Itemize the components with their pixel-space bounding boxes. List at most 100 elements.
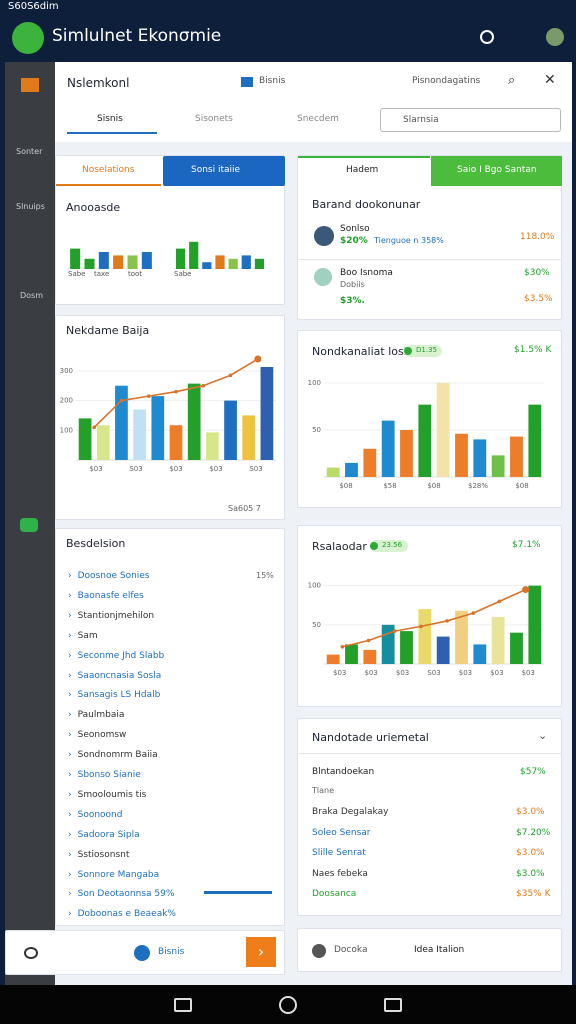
tab[interactable]: Sisnis (97, 114, 123, 124)
bar (260, 366, 274, 460)
badge-text: D1.35 (416, 346, 437, 354)
card-tab[interactable]: Hadem (346, 165, 379, 175)
button-label: Saio I Bgo Santan (457, 165, 537, 175)
item-sub: $20% (340, 236, 368, 246)
list-item: Sadoora Sipla (68, 830, 140, 840)
trend-point (92, 425, 96, 430)
divider (298, 753, 562, 754)
trend-point (174, 389, 178, 394)
next-button[interactable]: › (246, 937, 276, 967)
bar (363, 649, 377, 664)
bottom-link[interactable]: Docoka (334, 945, 368, 955)
search-icon[interactable]: ⌕ (508, 73, 516, 88)
badge-dot (370, 542, 378, 550)
card-title: Nekdame Baija (66, 324, 150, 337)
bar (228, 258, 238, 269)
x-tick-label: $03 (490, 669, 503, 677)
close-icon[interactable]: ✕ (544, 72, 556, 88)
x-tick-label: S03 (249, 465, 262, 473)
tab-line (298, 156, 430, 158)
x-tick-label: S03 (129, 465, 142, 473)
mini-chart (68, 248, 154, 269)
app-logo (12, 22, 44, 54)
bar (215, 255, 225, 269)
chat-icon[interactable] (24, 947, 38, 959)
chart-label: Sabe (68, 270, 86, 278)
tab[interactable]: Snecdem (297, 114, 339, 124)
bottom-button[interactable]: Bisnis (158, 947, 185, 957)
header-link[interactable]: Pisnondagatins (412, 76, 481, 86)
header-title: Nslemkonl (67, 76, 130, 90)
sidebar-item[interactable]: Sonter (16, 147, 43, 156)
refresh-icon[interactable] (480, 30, 494, 44)
bar (70, 248, 81, 269)
sidebar-item[interactable]: Dosm (20, 291, 44, 300)
card-tab[interactable]: Noselations (82, 165, 135, 175)
card: Besdelsion 15% Doosnoe Sonies Baonasfe el… (55, 528, 285, 926)
list-value: $35% K (516, 889, 551, 899)
bar (115, 385, 128, 460)
list-item: Sonnore Mangaba (68, 870, 159, 880)
bar (84, 258, 95, 269)
trend-point (340, 644, 345, 649)
trend-point (366, 638, 371, 643)
sidebar-item[interactable]: Slnuips (16, 202, 45, 211)
bar (418, 609, 432, 664)
header-tab[interactable]: Bisnis (259, 76, 286, 86)
tab-underline (67, 132, 157, 134)
nav-home[interactable] (279, 996, 297, 1014)
x-tick-label: $08 (427, 482, 440, 490)
card-title: Nandotade uriemetal (312, 731, 429, 744)
badge: D1.35 (404, 345, 442, 357)
bar (326, 654, 340, 664)
tab-icon (241, 77, 253, 87)
bar (127, 255, 138, 269)
nav-back[interactable] (384, 998, 402, 1012)
bar (455, 433, 468, 477)
bar (202, 262, 212, 269)
chart-label: Sabe (174, 270, 192, 278)
trend-point (471, 611, 476, 615)
bar (206, 432, 219, 460)
bar (455, 610, 468, 664)
trend-point (522, 586, 530, 594)
x-tick-label: $28% (468, 482, 488, 490)
bar (418, 404, 432, 477)
bar (400, 631, 413, 664)
card-title: Besdelsion (66, 537, 126, 550)
bottom-link[interactable]: Idea Italion (414, 945, 465, 955)
trend-point (201, 383, 206, 388)
card-button[interactable]: Saio I Bgo Santan (431, 156, 562, 186)
list-value: $3.0% (516, 807, 545, 817)
card: Noselations Sonsi itaiie Anooasde Sabe t… (55, 155, 285, 305)
list-item: Soleo Sensar (312, 827, 371, 838)
avatar[interactable] (546, 28, 564, 46)
card-value: $1.5% K (514, 345, 552, 355)
card-footer: Sa605 7 (228, 504, 261, 513)
item-name: Sonlso (340, 224, 370, 234)
mini-chart (174, 241, 266, 269)
badge-dot (404, 347, 412, 355)
y-tick-label: 50 (312, 426, 321, 434)
menu-icon[interactable] (21, 78, 39, 92)
tab[interactable]: Sisonets (195, 114, 233, 124)
nav-bar (0, 985, 576, 1024)
status-badge (20, 518, 38, 532)
chart-label: toot (128, 270, 143, 278)
chevron[interactable]: ⌄ (538, 729, 548, 742)
card: Nandotade uriemetal ⌄ Blntandoekan $57% … (297, 718, 562, 916)
bar (491, 617, 505, 664)
item-extra: Tienguoe n 358% (374, 236, 444, 245)
bar (510, 632, 523, 664)
search-field[interactable]: Slarnsia (380, 108, 561, 132)
bar (400, 430, 413, 477)
x-tick-label: $03 (169, 465, 182, 473)
bar (175, 248, 186, 269)
list-value: $7.20% (516, 827, 551, 838)
nav-recent[interactable] (174, 998, 192, 1012)
card-button[interactable]: Sonsi itaiie (163, 156, 285, 186)
card: Rsalaodar 23.56 $7.1% 50 100 $03 $03 $03 S03 $… (297, 525, 562, 707)
x-tick-label: $58 (383, 482, 396, 490)
item-value: 118.0% (520, 232, 555, 242)
